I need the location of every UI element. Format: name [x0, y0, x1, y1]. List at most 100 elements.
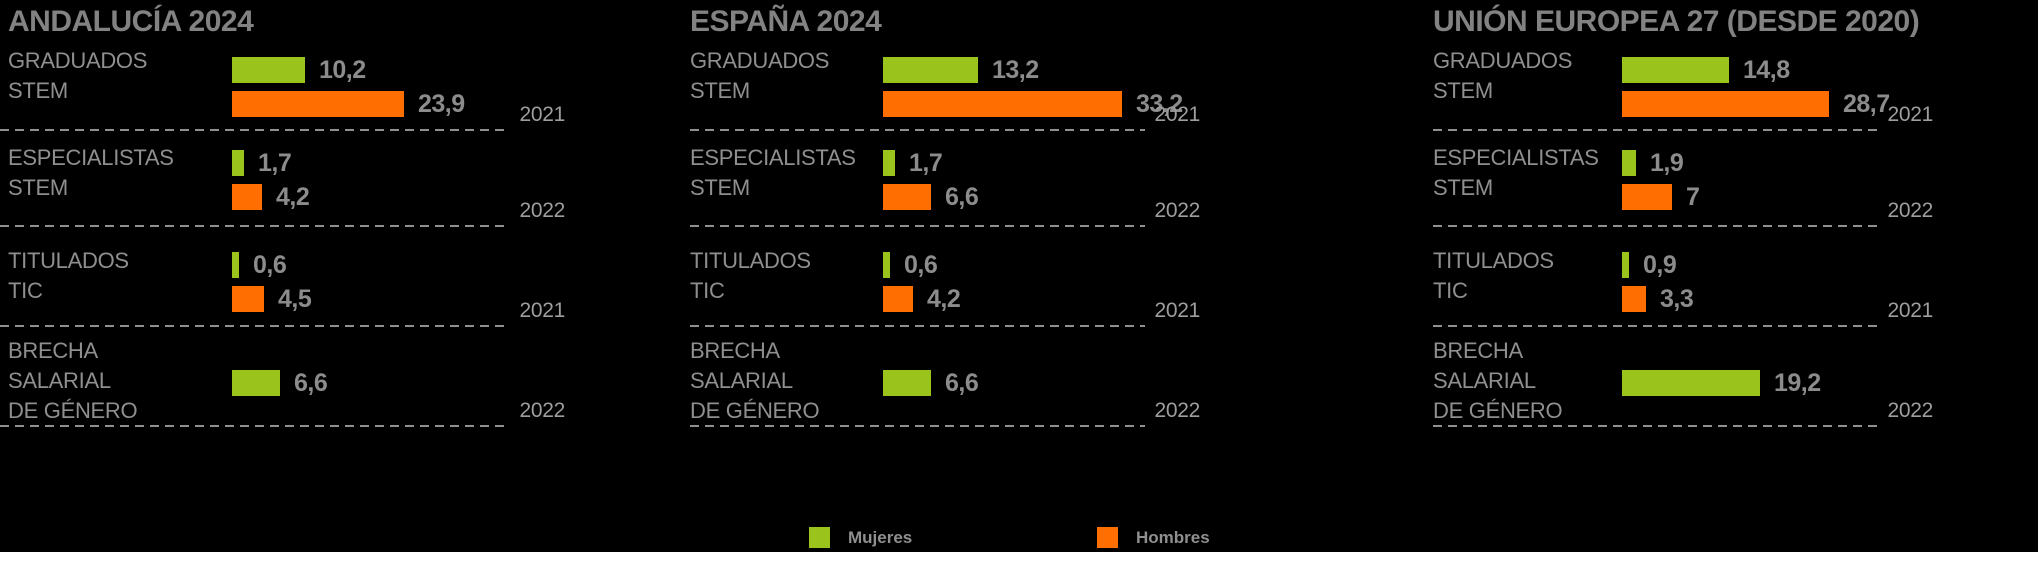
bar-value: 6,6	[945, 369, 979, 397]
row-label-line: DE GÉNERO	[690, 398, 820, 423]
row-label: GRADUADOS STEM	[690, 46, 829, 106]
row-separator-line	[690, 129, 1145, 131]
row-label: ESPECIALISTAS STEM	[690, 143, 856, 203]
bar-value: 0,9	[1643, 251, 1677, 279]
panel-espana: ESPAÑA 2024 GRADUADOS STEM 13,2 33,2 2021 ESP…	[690, 0, 1200, 470]
row-label-line: STEM	[690, 78, 750, 103]
bar-hombres	[1622, 91, 1829, 117]
row-label-line: TIC	[8, 278, 43, 303]
row-label: TITULADOS TIC	[690, 246, 811, 306]
hombres-color-swatch	[1097, 527, 1118, 548]
year-label: 2022	[519, 199, 565, 222]
row-separator-line	[0, 325, 510, 327]
row-label-line: SALARIAL	[8, 368, 111, 393]
row-label-line: BRECHA	[8, 338, 98, 363]
row-separator-line	[0, 425, 510, 427]
bar-hombres	[232, 286, 264, 312]
bar-value: 1,7	[909, 149, 943, 177]
legend-label-mujeres: Mujeres	[848, 528, 913, 547]
bar-hombres	[883, 91, 1122, 117]
row-label-line: DE GÉNERO	[8, 398, 138, 423]
bar-value: 6,6	[294, 369, 328, 397]
bar-value: 3,3	[1660, 285, 1694, 313]
row-label: BRECHA SALARIAL DE GÉNERO	[1433, 336, 1563, 426]
legend-label-hombres: Hombres	[1136, 528, 1210, 547]
bar-mujeres	[1622, 370, 1760, 396]
row-separator-line	[690, 225, 1145, 227]
row-separator-line	[1433, 325, 1878, 327]
row-label: TITULADOS TIC	[8, 246, 129, 306]
row-label: ESPECIALISTAS STEM	[8, 143, 174, 203]
row-label: ESPECIALISTAS STEM	[1433, 143, 1599, 203]
row-separator-line	[0, 225, 510, 227]
bar-mujeres	[883, 252, 890, 278]
bar-hombres	[232, 91, 404, 117]
panel-union-europea: UNIÓN EUROPEA 27 (DESDE 2020) GRADUADOS S…	[1433, 0, 1933, 470]
bar-hombres	[1622, 286, 1646, 312]
bar-value: 4,2	[276, 183, 310, 211]
bar-mujeres	[232, 57, 305, 83]
bar-mujeres	[1622, 150, 1636, 176]
row-label-line: BRECHA	[1433, 338, 1523, 363]
row-label-line: STEM	[690, 175, 750, 200]
panel-title: UNIÓN EUROPEA 27 (DESDE 2020)	[1433, 5, 1920, 38]
panel-title: ESPAÑA 2024	[690, 5, 882, 38]
bar-hombres	[883, 184, 931, 210]
row-label-line: GRADUADOS	[8, 48, 148, 73]
year-label: 2021	[1154, 103, 1200, 126]
bar-value: 4,2	[927, 285, 961, 313]
mujeres-color-swatch	[809, 527, 830, 548]
bar-value: 1,9	[1650, 149, 1684, 177]
bar-value: 19,2	[1774, 369, 1821, 397]
bar-mujeres	[883, 370, 931, 396]
row-label-line: STEM	[1433, 78, 1493, 103]
row-separator-line	[1433, 129, 1878, 131]
row-label-line: SALARIAL	[1433, 368, 1536, 393]
year-label: 2021	[1154, 299, 1200, 322]
row-label-line: STEM	[8, 78, 68, 103]
year-label: 2022	[1154, 399, 1200, 422]
row-label-line: ESPECIALISTAS	[1433, 145, 1599, 170]
bar-mujeres	[232, 370, 280, 396]
bar-value: 4,5	[278, 285, 312, 313]
row-separator-line	[690, 325, 1145, 327]
row-label-line: STEM	[1433, 175, 1493, 200]
row-label-line: TIC	[690, 278, 725, 303]
bar-value: 33,2	[1136, 90, 1183, 118]
panel-title: ANDALUCÍA 2024	[8, 5, 254, 38]
year-label: 2022	[519, 399, 565, 422]
row-label: TITULADOS TIC	[1433, 246, 1554, 306]
row-label-line: GRADUADOS	[690, 48, 830, 73]
row-label-line: ESPECIALISTAS	[8, 145, 174, 170]
bar-value: 10,2	[319, 56, 366, 84]
row-label-line: BRECHA	[690, 338, 780, 363]
row-label-line: SALARIAL	[690, 368, 793, 393]
bar-mujeres	[232, 150, 244, 176]
row-label-line: TITULADOS	[1433, 248, 1554, 273]
row-separator-line	[0, 129, 510, 131]
bar-value: 0,6	[904, 251, 938, 279]
year-label: 2022	[1887, 199, 1933, 222]
row-label: BRECHA SALARIAL DE GÉNERO	[8, 336, 138, 426]
bar-mujeres	[1622, 57, 1729, 83]
row-separator-line	[1433, 225, 1878, 227]
row-label: GRADUADOS STEM	[8, 46, 147, 106]
bar-mujeres	[1622, 252, 1629, 278]
bar-value: 7	[1686, 183, 1700, 211]
bar-hombres	[1622, 184, 1672, 210]
panel-andalucia: ANDALUCÍA 2024 GRADUADOS STEM 10,2 23,9 2021…	[0, 0, 565, 470]
bar-hombres	[883, 286, 913, 312]
year-label: 2021	[1887, 103, 1933, 126]
bar-mujeres	[232, 252, 239, 278]
row-label-line: GRADUADOS	[1433, 48, 1573, 73]
bar-value: 1,7	[258, 149, 292, 177]
bar-hombres	[232, 184, 262, 210]
row-separator-line	[1433, 425, 1878, 427]
row-label-line: ESPECIALISTAS	[690, 145, 856, 170]
bar-value: 14,8	[1743, 56, 1790, 84]
bar-value: 0,6	[253, 251, 287, 279]
row-separator-line	[690, 425, 1145, 427]
bar-value: 23,9	[418, 90, 465, 118]
row-label: GRADUADOS STEM	[1433, 46, 1572, 106]
